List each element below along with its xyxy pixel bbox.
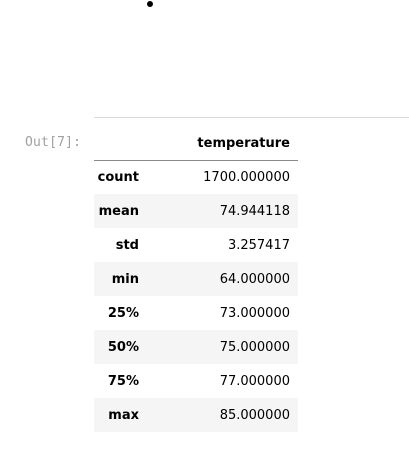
row-index-label: 25% xyxy=(107,305,139,321)
table-row: 25% 73.000000 xyxy=(94,296,298,330)
row-index-label: min xyxy=(111,271,139,287)
row-value: 85.000000 xyxy=(219,407,290,423)
row-index-label: 75% xyxy=(107,373,139,389)
row-index-label: std xyxy=(115,237,139,253)
row-index-label: mean xyxy=(98,203,139,219)
row-index-label: 50% xyxy=(107,339,139,355)
dataframe-table: temperature count 1700.000000 mean 74.94… xyxy=(94,127,298,432)
table-row: max 85.000000 xyxy=(94,398,298,432)
row-value: 75.000000 xyxy=(219,339,290,355)
row-value: 3.257417 xyxy=(227,237,290,253)
table-row: min 64.000000 xyxy=(94,262,298,296)
table-row: count 1700.000000 xyxy=(94,160,298,194)
row-value: 64.000000 xyxy=(219,271,290,287)
row-value: 74.944118 xyxy=(219,203,290,219)
table-header-row: temperature xyxy=(94,127,298,161)
output-prompt: Out[7]: xyxy=(25,135,82,150)
row-value: 77.000000 xyxy=(219,373,290,389)
row-value: 73.000000 xyxy=(219,305,290,321)
table-row: 50% 75.000000 xyxy=(94,330,298,364)
table-row: 75% 77.000000 xyxy=(94,364,298,398)
cell-divider xyxy=(94,117,409,118)
index-header-cell xyxy=(94,127,146,161)
row-index-label: count xyxy=(97,169,139,185)
bullet-dot xyxy=(147,1,153,7)
table-row: mean 74.944118 xyxy=(94,194,298,228)
row-value: 1700.000000 xyxy=(203,169,290,185)
row-index-label: max xyxy=(108,407,139,423)
table-row: std 3.257417 xyxy=(94,228,298,262)
column-header-temperature: temperature xyxy=(146,127,298,161)
